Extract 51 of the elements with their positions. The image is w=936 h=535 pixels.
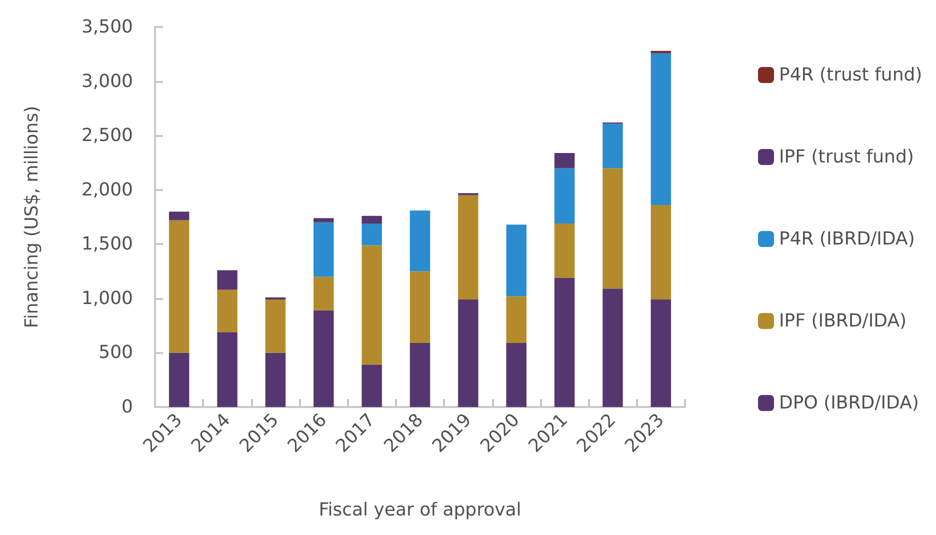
bar — [314, 222, 334, 277]
bar — [602, 288, 623, 407]
bar — [362, 224, 382, 246]
bar — [217, 270, 238, 290]
bar — [410, 342, 430, 407]
bar — [458, 195, 478, 300]
legend-label: IPF (IBRD/IDA) — [779, 310, 907, 332]
bar — [602, 168, 623, 289]
bar — [217, 332, 238, 407]
bar — [362, 364, 382, 407]
bar — [458, 300, 478, 407]
bar — [314, 218, 334, 222]
bar — [650, 300, 672, 407]
y-tick-label: 2,000 — [81, 179, 133, 200]
y-tick-label: 500 — [98, 342, 133, 364]
y-tick-label: 3,500 — [81, 16, 133, 38]
bar — [506, 224, 526, 296]
y-axis-title: Financing (US$, millions) — [22, 106, 42, 328]
bar — [362, 245, 382, 365]
bar — [168, 220, 190, 353]
bar — [650, 53, 672, 206]
bar — [650, 50, 672, 54]
y-tick-label: 3,000 — [81, 70, 133, 92]
bar — [650, 205, 672, 300]
legend-label: IPF (trust fund) — [779, 146, 914, 168]
bar — [410, 210, 430, 272]
bar — [362, 216, 382, 224]
legend-label: DPO (IBRD/IDA) — [779, 392, 919, 414]
legend-label: P4R (IBRD/IDA) — [779, 228, 915, 250]
bar — [554, 278, 575, 407]
bar — [168, 352, 190, 407]
bar — [554, 152, 575, 168]
y-tick-label: 2,500 — [81, 125, 133, 146]
y-tick-label: 1,500 — [81, 234, 133, 255]
y-tick-label: 0 — [122, 396, 133, 418]
bar — [265, 300, 286, 353]
bar — [554, 168, 575, 224]
bar — [554, 224, 575, 278]
bar — [314, 310, 334, 407]
bar — [217, 290, 238, 332]
bar — [506, 342, 526, 407]
bar — [265, 297, 286, 300]
legend-label: P4R (trust fund) — [779, 64, 922, 86]
y-tick-label: 1,000 — [81, 288, 133, 309]
x-axis-title: Fiscal year of approval — [318, 500, 522, 520]
bar — [506, 296, 526, 343]
bar — [265, 352, 286, 407]
bar — [410, 271, 430, 343]
bar — [168, 212, 190, 220]
bar — [602, 124, 623, 168]
bar — [314, 276, 334, 310]
